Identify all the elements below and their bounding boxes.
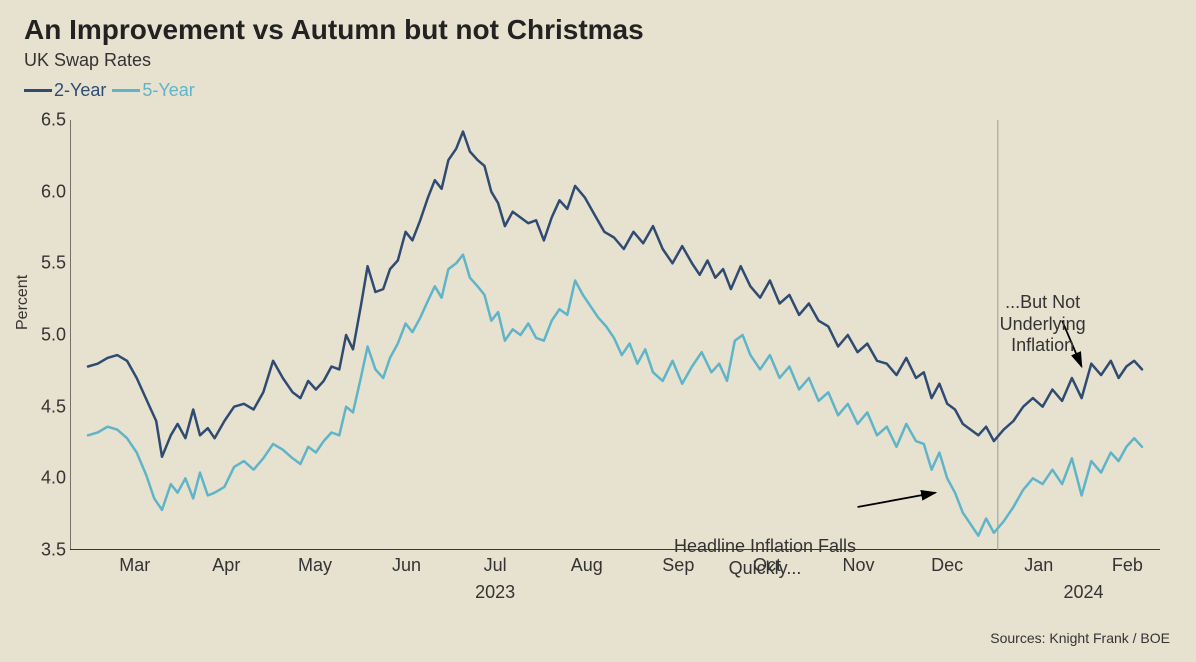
y-tick-label: 4.0	[41, 468, 66, 489]
annotation-arrow	[858, 493, 936, 507]
y-tick-label: 6.0	[41, 181, 66, 202]
y-tick-label: 5.5	[41, 253, 66, 274]
chart-title: An Improvement vs Autumn but not Christm…	[24, 14, 644, 46]
source-attribution: Sources: Knight Frank / BOE	[990, 630, 1170, 646]
x-year-label: 2023	[475, 582, 515, 603]
y-tick-label: 6.5	[41, 110, 66, 131]
x-tick-label: Aug	[571, 555, 603, 576]
legend-label: 2-Year	[54, 80, 106, 101]
x-tick-label: Feb	[1112, 555, 1143, 576]
x-tick-label: Jul	[484, 555, 507, 576]
x-tick-label: Mar	[119, 555, 150, 576]
x-axis-ticks: MarAprMayJunJulAugSepOctNovDecJanFeb	[70, 555, 1160, 579]
legend-item: 2-Year	[24, 80, 106, 101]
annotation-text: Headline Inflation FallsQuickly...	[674, 536, 856, 579]
x-year-label: 2024	[1064, 582, 1104, 603]
x-axis-year-labels: 2023 2024	[70, 582, 1160, 604]
y-tick-label: 4.5	[41, 396, 66, 417]
legend-item: 5-Year	[112, 80, 194, 101]
x-tick-label: May	[298, 555, 332, 576]
legend: 2-Year 5-Year	[24, 80, 195, 101]
chart-subtitle: UK Swap Rates	[24, 50, 151, 71]
x-tick-label: Apr	[212, 555, 240, 576]
legend-swatch	[112, 89, 140, 92]
legend-label: 5-Year	[142, 80, 194, 101]
x-tick-label: Dec	[931, 555, 963, 576]
y-axis-ticks: 3.54.04.55.05.56.06.5	[30, 120, 66, 550]
x-tick-label: Jun	[392, 555, 421, 576]
x-tick-label: Jan	[1024, 555, 1053, 576]
y-tick-label: 3.5	[41, 540, 66, 561]
y-tick-label: 5.0	[41, 325, 66, 346]
annotation-text: ...But Not UnderlyingInflation	[966, 292, 1119, 357]
legend-swatch	[24, 89, 52, 92]
